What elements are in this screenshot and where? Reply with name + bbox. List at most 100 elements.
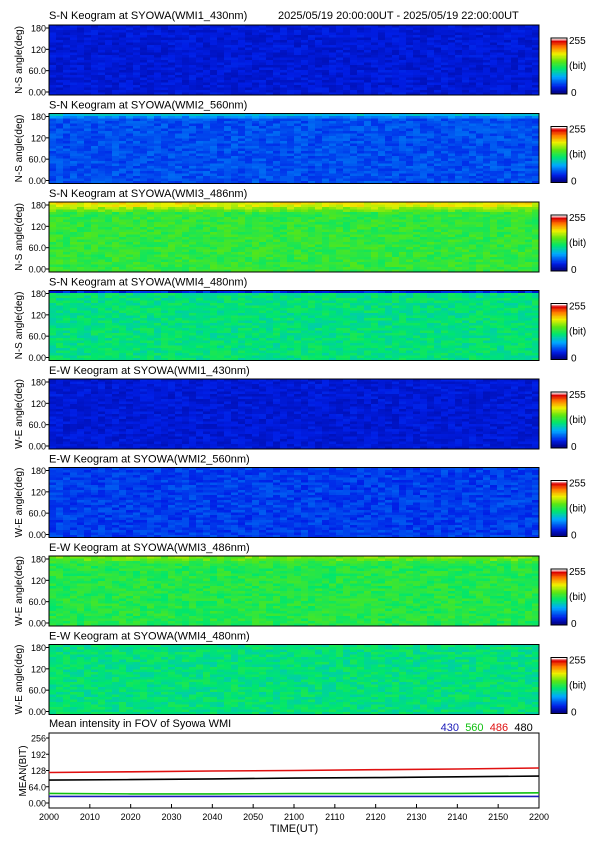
keogram-cell bbox=[168, 173, 176, 177]
keogram-cell bbox=[532, 67, 540, 71]
keogram-cell bbox=[371, 45, 379, 48]
keogram-cell bbox=[252, 158, 260, 162]
keogram-cell bbox=[203, 133, 211, 137]
keogram-cell bbox=[119, 209, 127, 213]
keogram-cell bbox=[189, 153, 197, 157]
keogram-cell bbox=[245, 232, 253, 235]
keogram-cell bbox=[350, 50, 358, 53]
keogram-cell bbox=[462, 70, 470, 73]
keogram-cell bbox=[364, 207, 372, 210]
keogram-cell bbox=[161, 70, 169, 73]
keogram-cell bbox=[329, 65, 337, 68]
keogram-cell bbox=[532, 166, 540, 169]
keogram-cell bbox=[63, 128, 71, 132]
keogram-cell bbox=[532, 136, 540, 139]
keogram-cell bbox=[378, 232, 386, 235]
keogram-cell bbox=[224, 217, 232, 220]
keogram-cell bbox=[203, 178, 211, 182]
keogram-cell bbox=[154, 52, 162, 56]
keogram-cell bbox=[287, 45, 295, 48]
keogram-cell bbox=[420, 131, 428, 134]
keogram-cell bbox=[329, 146, 337, 149]
keogram-cell bbox=[252, 143, 260, 147]
keogram-cell bbox=[154, 80, 162, 83]
keogram-cell bbox=[497, 161, 505, 164]
keogram-cell bbox=[112, 55, 120, 58]
keogram-cell bbox=[462, 217, 470, 220]
keogram-cell bbox=[217, 176, 225, 179]
keogram-cell bbox=[441, 227, 449, 230]
keogram-cell bbox=[371, 219, 379, 223]
keogram-cell bbox=[294, 229, 302, 233]
keogram-cell bbox=[378, 45, 386, 48]
keogram-cell bbox=[350, 123, 358, 127]
keogram-cell bbox=[119, 65, 127, 68]
keogram-cell bbox=[154, 222, 162, 225]
keogram-cell bbox=[77, 156, 85, 159]
keogram-cell bbox=[84, 156, 92, 159]
keogram-cell bbox=[147, 146, 155, 149]
keogram-cell bbox=[336, 158, 344, 162]
keogram-cell bbox=[329, 55, 337, 58]
keogram-cell bbox=[357, 153, 365, 157]
keogram-cell bbox=[504, 153, 512, 157]
keogram-cell bbox=[98, 80, 106, 83]
keogram-cell bbox=[427, 37, 435, 41]
keogram-cell bbox=[245, 234, 253, 238]
keogram-cell bbox=[56, 80, 64, 83]
keogram-cell bbox=[217, 151, 225, 154]
keogram-cell bbox=[322, 121, 330, 124]
keogram-cell bbox=[168, 224, 176, 228]
colorbar-cell bbox=[551, 81, 567, 84]
keogram-cell bbox=[56, 204, 64, 208]
keogram-cell bbox=[392, 116, 400, 119]
keogram-cell bbox=[497, 153, 505, 157]
keogram-cell bbox=[385, 178, 393, 182]
keogram-cell bbox=[147, 212, 155, 215]
keogram-cell bbox=[378, 60, 386, 63]
keogram-cell bbox=[476, 70, 484, 73]
keogram-cell bbox=[196, 75, 204, 78]
keogram-cell bbox=[56, 72, 64, 76]
keogram-cell bbox=[350, 52, 358, 56]
keogram-cell bbox=[518, 60, 526, 63]
keogram-cell bbox=[462, 126, 470, 129]
keogram-cell bbox=[532, 219, 540, 223]
keogram-cell bbox=[371, 234, 379, 238]
keogram-cell bbox=[182, 207, 190, 210]
colorbar-cell bbox=[551, 39, 567, 42]
keogram-cell bbox=[287, 113, 295, 117]
keogram-cell bbox=[273, 77, 281, 81]
keogram-cell bbox=[392, 224, 400, 228]
keogram-cell bbox=[413, 212, 421, 215]
keogram-cell bbox=[56, 136, 64, 139]
keogram-cell bbox=[154, 50, 162, 53]
keogram-cell bbox=[84, 47, 92, 51]
keogram-cell bbox=[280, 131, 288, 134]
keogram-cell bbox=[119, 166, 127, 169]
colorbar-cell bbox=[551, 126, 567, 129]
keogram-cell bbox=[84, 204, 92, 208]
keogram-cell bbox=[476, 67, 484, 71]
keogram-cell bbox=[511, 118, 519, 122]
keogram-cell bbox=[497, 148, 505, 152]
keogram-cell bbox=[420, 224, 428, 228]
keogram-cell bbox=[238, 178, 246, 182]
keogram-cell bbox=[63, 163, 71, 167]
keogram-cell bbox=[336, 133, 344, 137]
keogram-cell bbox=[175, 52, 183, 56]
keogram-cell bbox=[308, 224, 316, 228]
keogram-cell bbox=[427, 123, 435, 127]
keogram-cell bbox=[315, 126, 323, 129]
keogram-cell bbox=[448, 138, 456, 142]
keogram-cell bbox=[378, 176, 386, 179]
keogram-cell bbox=[266, 143, 274, 147]
keogram-cell bbox=[462, 133, 470, 137]
keogram-cell bbox=[434, 141, 442, 144]
keogram-cell bbox=[406, 121, 414, 124]
keogram-cell bbox=[112, 209, 120, 213]
keogram-cell bbox=[532, 126, 540, 129]
keogram-cell bbox=[420, 77, 428, 81]
keogram-cell bbox=[336, 214, 344, 218]
keogram-cell bbox=[231, 176, 239, 179]
